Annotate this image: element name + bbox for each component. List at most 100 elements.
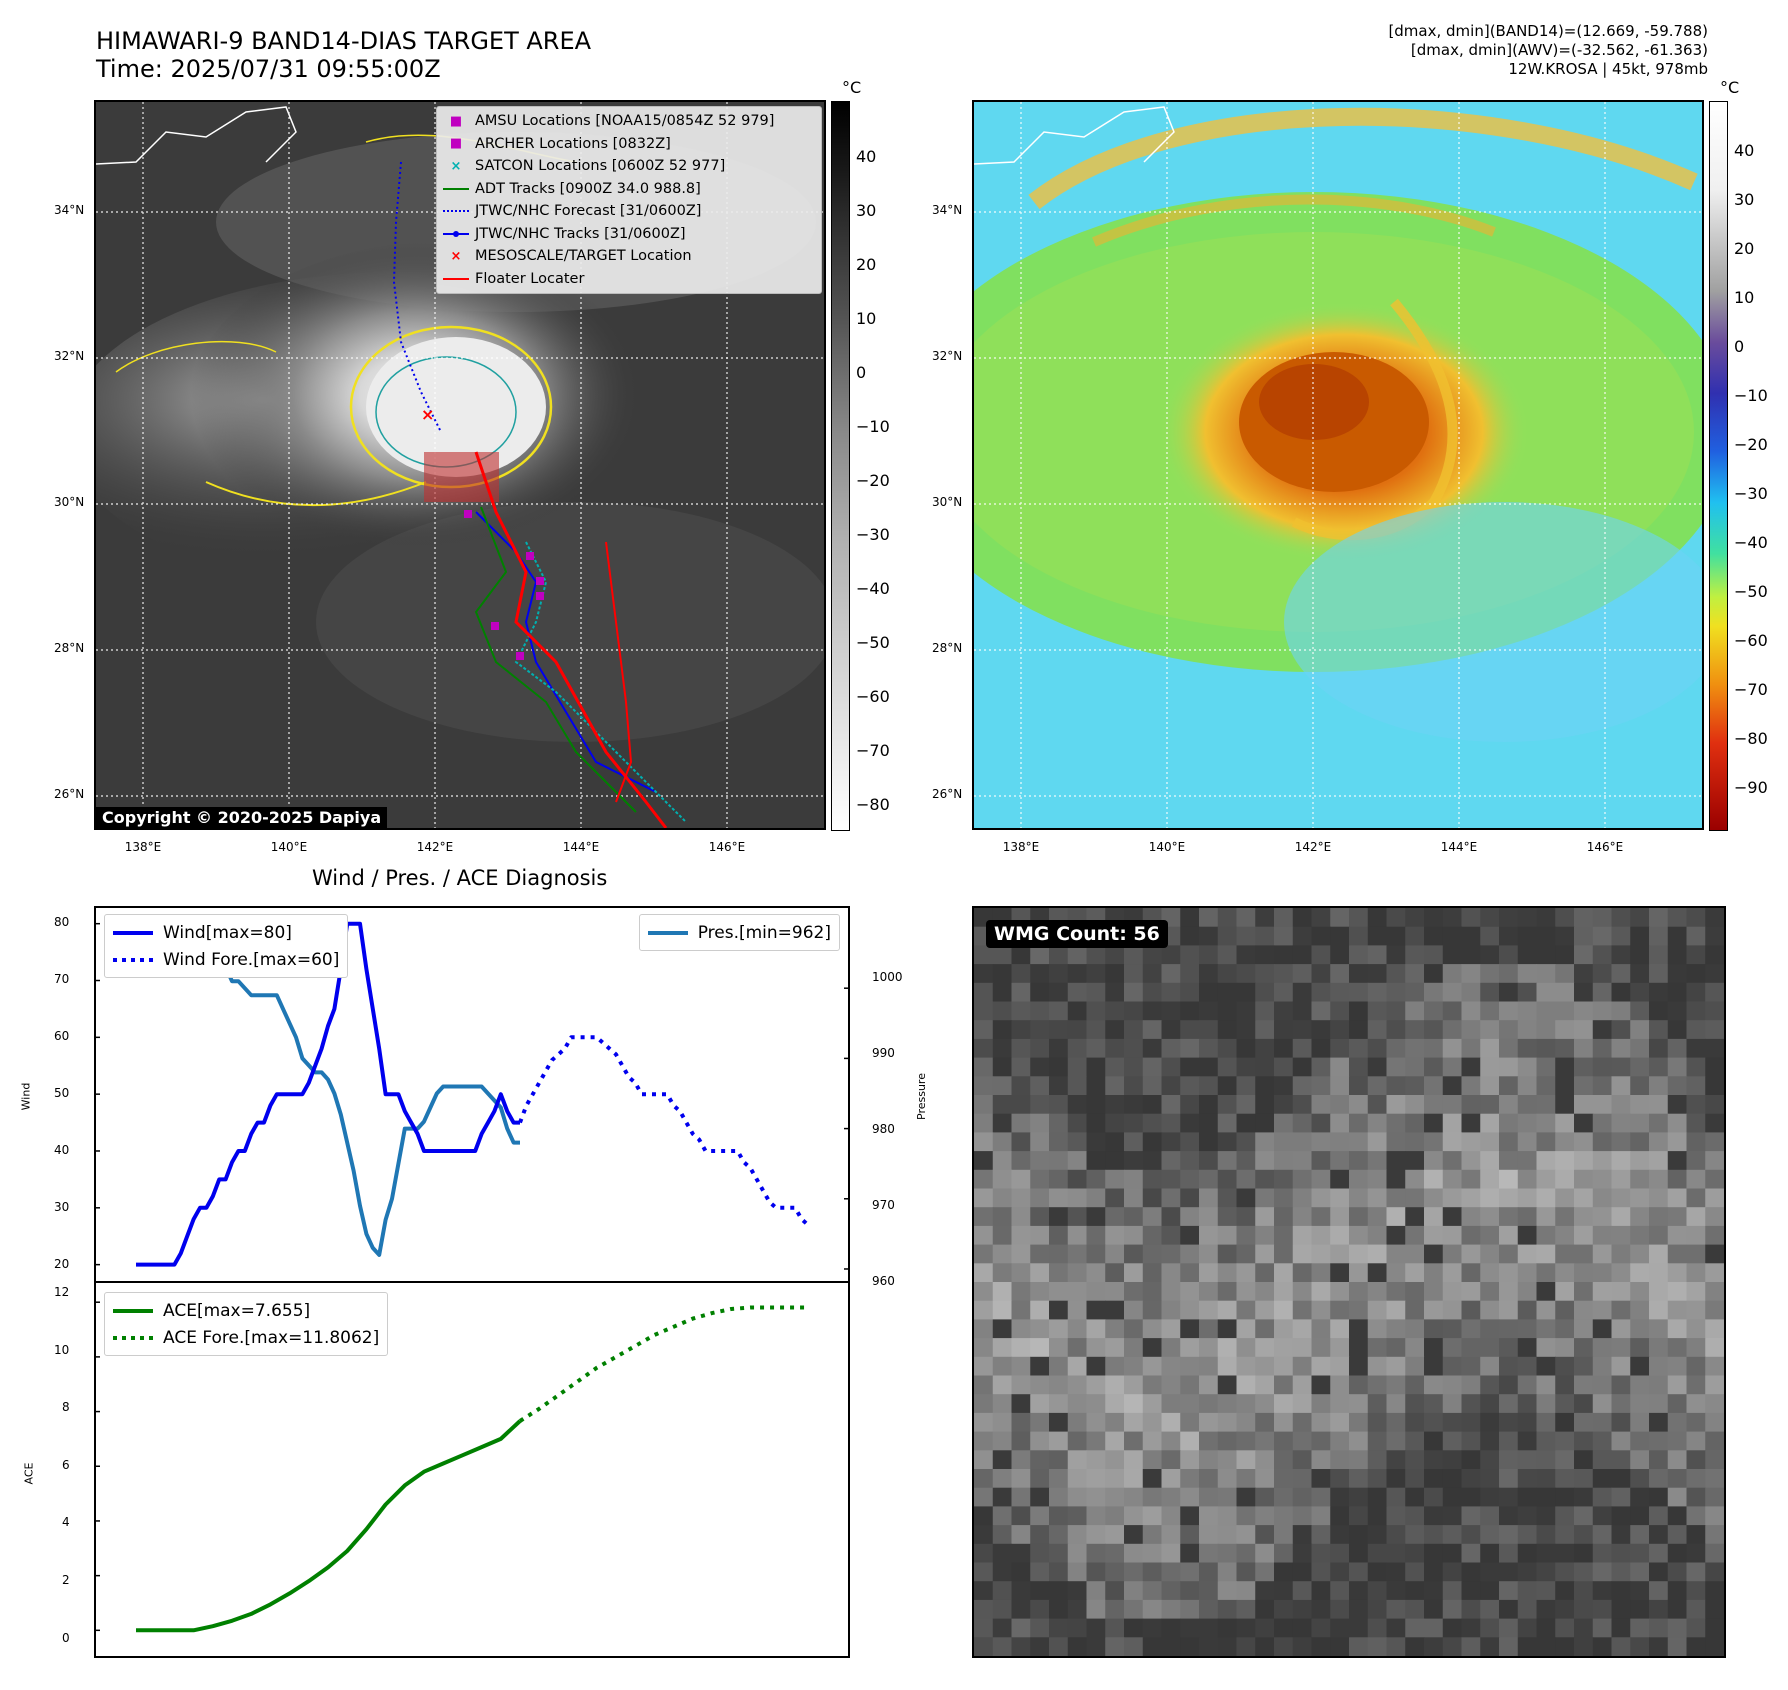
- colorbar-tick: 0: [856, 363, 867, 382]
- pressure-tick: 970: [872, 1198, 895, 1212]
- copyright-label: Copyright © 2020-2025 Dapiya: [96, 807, 388, 828]
- info-awv: [dmax, dmin](AWV)=(-32.562, -61.363): [1410, 41, 1708, 59]
- wind-tick: 20: [54, 1257, 70, 1271]
- colorbar-tick: 20: [1734, 239, 1755, 258]
- lon-label: 144°E: [1440, 840, 1478, 854]
- solid-line-icon: [647, 930, 688, 935]
- lon-label: 146°E: [1586, 840, 1624, 854]
- lat-label: 32°N: [54, 349, 85, 363]
- legend-adt: ADT Tracks [0900Z 34.0 988.8]: [437, 178, 821, 201]
- awv-colorbar-unit: °C: [1720, 78, 1740, 97]
- square-marker-icon: ■: [449, 113, 463, 129]
- colorbar-tick: −30: [1734, 484, 1768, 503]
- colorbar-tick: −50: [1734, 582, 1768, 601]
- diagnosis-chart: Wind[max=80] Wind Fore.[max=60] Pres.[mi…: [94, 906, 850, 1658]
- lon-label: 144°E: [562, 840, 600, 854]
- colorbar-tick: 40: [1734, 141, 1755, 160]
- ace-tick: 4: [62, 1515, 70, 1529]
- ace-tick: 0: [62, 1631, 70, 1645]
- legend-ace: ACE[max=7.655]: [113, 1297, 379, 1324]
- wind-tick: 70: [54, 972, 70, 986]
- square-marker-icon: ■: [449, 136, 463, 152]
- lat-label: 32°N: [932, 349, 963, 363]
- lon-label: 146°E: [708, 840, 746, 854]
- colorbar-tick: 20: [856, 255, 877, 274]
- lat-label: 34°N: [54, 203, 85, 217]
- ir-colorbar-unit: °C: [842, 78, 862, 97]
- legend-archer: ■ ARCHER Locations [0832Z]: [437, 133, 821, 156]
- legend-wind: Wind[max=80]: [113, 919, 339, 946]
- lat-label: 28°N: [54, 641, 85, 655]
- colorbar-tick: −70: [856, 741, 890, 760]
- info-band14: [dmax, dmin](BAND14)=(12.669, -59.788): [1388, 22, 1708, 40]
- ace-tick: 10: [54, 1343, 70, 1357]
- awv-colorbar: [1709, 101, 1728, 831]
- wind-tick: 40: [54, 1143, 70, 1157]
- ir-map-panel: × ■ AMSU Locations [NOAA15/0854Z 52 979] …: [94, 100, 826, 830]
- colorbar-tick: −70: [1734, 680, 1768, 699]
- colorbar-tick: 30: [1734, 190, 1755, 209]
- colorbar-tick: −50: [856, 633, 890, 652]
- lon-label: 138°E: [124, 840, 162, 854]
- legend-satcon: × SATCON Locations [0600Z 52 977]: [437, 155, 821, 178]
- ace-legend: ACE[max=7.655] ACE Fore.[max=11.8062]: [104, 1292, 389, 1356]
- dotted-line-icon: [113, 957, 153, 962]
- colorbar-tick: 30: [856, 201, 877, 220]
- line-icon: [437, 187, 475, 191]
- wmg-count-badge: WMG Count: 56: [986, 920, 1168, 948]
- colorbar-tick: −20: [1734, 435, 1768, 454]
- ace-tick: 2: [62, 1573, 70, 1587]
- lat-label: 26°N: [54, 787, 85, 801]
- dotted-line-icon: [437, 209, 475, 213]
- info-block: [dmax, dmin](BAND14)=(12.669, -59.788) […: [1388, 22, 1708, 79]
- ir-colorbar: [831, 101, 850, 831]
- colorbar-tick: 10: [856, 309, 877, 328]
- colorbar-tick: −60: [856, 687, 890, 706]
- colorbar-tick: 10: [1734, 288, 1755, 307]
- wind-tick: 50: [54, 1086, 70, 1100]
- wind-series-1: [518, 1035, 810, 1227]
- wind-tick: 30: [54, 1200, 70, 1214]
- solid-line-icon: [113, 930, 153, 935]
- ir-legend: ■ AMSU Locations [NOAA15/0854Z 52 979] ■ A…: [436, 106, 822, 294]
- lon-label: 140°E: [1148, 840, 1186, 854]
- colorbar-tick: −20: [856, 471, 890, 490]
- colorbar-tick: −90: [1734, 778, 1768, 797]
- legend-jtwc-forecast: JTWC/NHC Forecast [31/0600Z]: [437, 200, 821, 223]
- legend-target: × MESOSCALE/TARGET Location: [437, 245, 821, 268]
- colorbar-tick: 40: [856, 147, 877, 166]
- colorbar-tick: −10: [856, 417, 890, 436]
- lon-label: 142°E: [1294, 840, 1332, 854]
- colorbar-tick: −80: [1734, 729, 1768, 748]
- ace-tick: 8: [62, 1400, 70, 1414]
- colorbar-tick: −60: [1734, 631, 1768, 650]
- colorbar-tick: 0: [1734, 337, 1745, 356]
- lat-label: 30°N: [932, 495, 963, 509]
- ace-series-0: [136, 1419, 522, 1633]
- figure-title: HIMAWARI-9 BAND14-DIAS TARGET AREA Time:…: [96, 27, 591, 83]
- title-time: Time: 2025/07/31 09:55:00Z: [96, 55, 441, 83]
- solid-line-icon: [113, 1308, 153, 1313]
- dot-line-icon: [437, 230, 475, 238]
- pressure-tick: 1000: [872, 970, 903, 984]
- legend-pressure: Pres.[min=962]: [647, 919, 831, 946]
- wmg-pixels: [974, 908, 1724, 1656]
- ace-axis-label: ACE: [22, 1462, 36, 1485]
- svg-text:×: ×: [421, 405, 434, 424]
- pressure-tick: 990: [872, 1046, 895, 1060]
- wind-axis-label: Wind: [19, 1082, 33, 1111]
- colorbar-tick: −40: [1734, 533, 1768, 552]
- ace-series-1: [518, 1305, 808, 1423]
- info-storm: 12W.KROSA | 45kt, 978mb: [1508, 60, 1708, 78]
- cross-marker-icon: ×: [450, 248, 462, 264]
- colorbar-tick: −10: [1734, 386, 1768, 405]
- legend-wind-forecast: Wind Fore.[max=60]: [113, 946, 339, 973]
- lon-label: 140°E: [270, 840, 308, 854]
- colorbar-tick: −80: [856, 795, 890, 814]
- lat-label: 34°N: [932, 203, 963, 217]
- pressure-tick: 960: [872, 1274, 895, 1288]
- awv-map-image: [974, 102, 1702, 828]
- ace-tick: 12: [54, 1285, 70, 1299]
- wind-tick: 80: [54, 915, 70, 929]
- cross-marker-icon: ×: [450, 158, 462, 174]
